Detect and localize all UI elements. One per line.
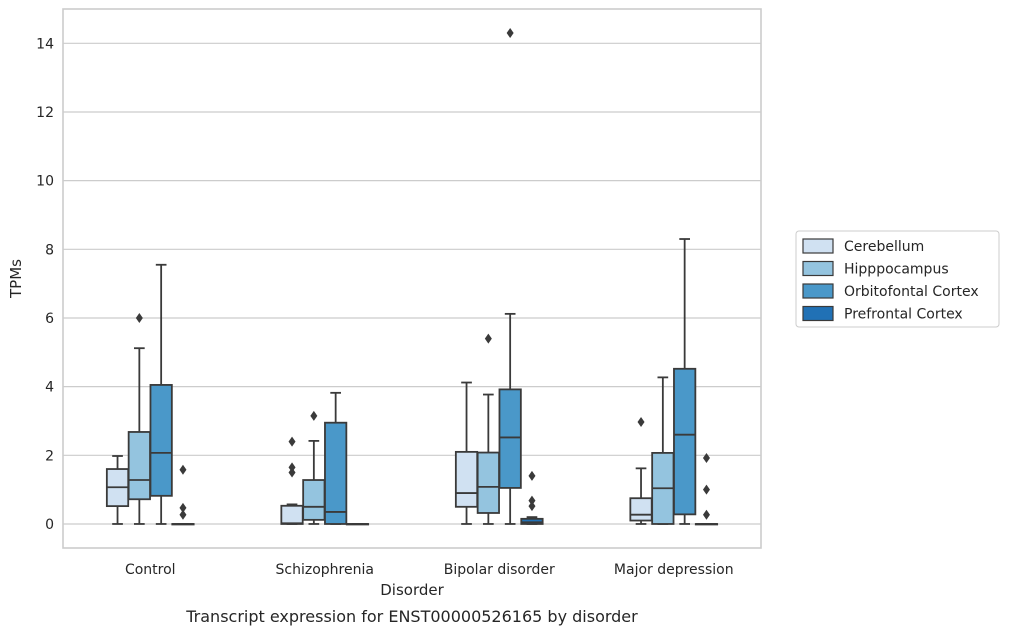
outlier-point [637,417,645,428]
y-axis-ticks: 0 2 4 6 8 10 12 14 [36,36,54,533]
outlier-point [528,470,536,481]
box-plot-marks [105,28,719,526]
legend-swatch [802,283,834,299]
x-axis-ticks: Control Schizophrenia Bipolar disorder Majo… [125,562,734,578]
legend: Cerebellum Hipppocampus Orbitofontal Corte… [795,230,1000,328]
y-tick-label: 10 [36,174,54,190]
y-tick-label: 12 [36,105,54,121]
legend-label: Orbitofontal Cortex [844,284,979,300]
x-tick-label: Schizophrenia [276,562,374,578]
box-orbitofontal-cortex [498,28,522,525]
box-prefrontal-cortex [171,464,195,526]
legend-label: Prefrontal Cortex [844,307,963,323]
box-hipppocampus [127,312,151,525]
box-iqr [476,451,500,514]
outlier-point [528,495,536,506]
box-prefrontal-cortex [520,470,544,525]
box-hipppocampus [651,376,675,525]
box-iqr [454,450,479,508]
y-tick-label: 6 [45,311,54,327]
box-cerebellum [629,417,653,525]
plot-frame [62,8,762,549]
box-iqr [302,479,326,521]
box-iqr [498,388,522,489]
box-orbitofontal-cortex [149,263,173,525]
x-tick-label: Control [125,562,176,578]
outlier-point [179,509,187,520]
y-tick-label: 8 [45,242,54,258]
y-tick-label: 14 [36,36,54,52]
outlier-point [528,501,536,512]
outlier-point [506,28,514,39]
box-cerebellum [280,436,304,525]
outlier-point [135,312,143,323]
gridlines [63,42,761,525]
legend-swatch [802,305,834,322]
y-tick-label: 0 [45,517,54,533]
box-prefrontal-cortex [694,453,719,526]
box-iqr [127,431,151,501]
y-tick-label: 4 [45,380,54,396]
outlier-point [484,333,492,344]
legend-swatch [802,260,834,277]
legend-label: Cerebellum [844,239,924,255]
y-axis-label: TPMs [7,259,25,299]
outlier-point [288,462,296,473]
x-tick-label: Bipolar disorder [444,562,555,578]
box-cerebellum [105,455,130,525]
x-axis-label: Disorder [380,581,444,599]
outlier-point [702,453,710,464]
outlier-point [288,467,296,478]
outlier-point [179,464,187,475]
box-iqr [629,497,653,522]
box-hipppocampus [302,410,326,525]
y-tick-label: 2 [45,448,54,464]
legend-label: Hipppocampus [844,262,949,278]
outlier-point [310,410,318,421]
outlier-point [288,436,296,447]
box-orbitofontal-cortex [673,238,697,525]
box-cerebellum [454,381,479,525]
box-orbitofontal-cortex [324,391,348,525]
legend-swatch [802,238,834,254]
box-iqr [280,504,304,525]
outlier-point [702,509,710,520]
chart-caption: Transcript expression for ENST0000052616… [185,607,638,626]
box-hipppocampus [476,333,500,525]
legend-frame [795,230,1000,328]
box-iqr [673,367,697,516]
box-iqr [324,421,348,525]
box-iqr [149,384,173,497]
outlier-point [179,502,187,513]
box-prefrontal-cortex [345,523,370,526]
outlier-point [702,484,710,495]
x-tick-label: Major depression [614,562,734,578]
